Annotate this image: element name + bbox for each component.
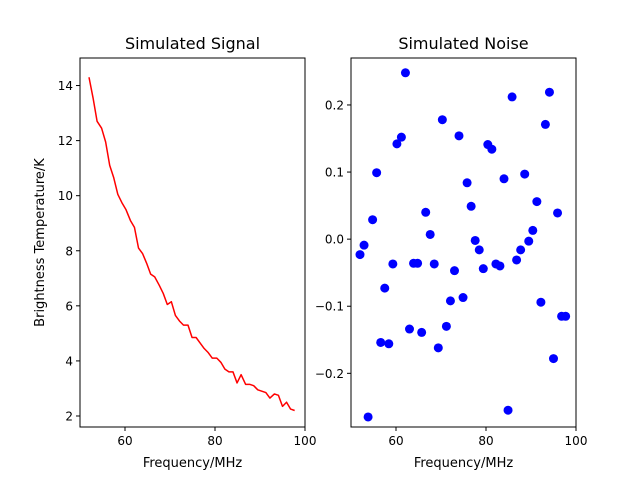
signal-x-tick-label: 100: [294, 434, 317, 448]
noise-y-tick-label: 0.0: [325, 233, 344, 247]
noise-y-tick-label: 0.2: [325, 98, 344, 112]
noise-data-point: [368, 215, 378, 225]
noise-chart: Simulated Noise 60 80 100 −0.2 −0.1 0.0 0.1 0.…: [315, 34, 588, 471]
noise-data-point: [462, 178, 472, 188]
noise-data-point: [429, 259, 439, 269]
noise-data-point: [466, 201, 476, 211]
noise-plot-area: [355, 68, 571, 422]
signal-y-tick-label: 4: [65, 354, 73, 368]
noise-x-axis-label: Frequency/MHz: [414, 456, 514, 471]
noise-data-point: [495, 261, 505, 271]
noise-chart-title: Simulated Noise: [398, 34, 528, 53]
noise-data-point: [441, 321, 451, 331]
noise-data-point: [405, 324, 414, 334]
signal-y-ticks: 2 4 6 8 10 12 14: [58, 79, 80, 423]
noise-data-point: [376, 337, 386, 347]
noise-data-point: [413, 258, 423, 268]
signal-y-axis-label: Brightness Temperature/K: [33, 158, 48, 327]
noise-data-point: [363, 412, 373, 422]
noise-data-point: [454, 131, 464, 141]
noise-data-point: [384, 339, 394, 349]
noise-data-point: [450, 266, 459, 276]
signal-series-line: [88, 77, 295, 412]
signal-x-axis-label: Frequency/MHz: [143, 456, 243, 471]
noise-x-tick-label: 100: [565, 434, 588, 448]
noise-data-point: [392, 139, 402, 149]
noise-data-point: [544, 87, 554, 97]
signal-plot-area: [88, 77, 295, 412]
noise-data-point: [417, 327, 427, 337]
noise-y-ticks: −0.2 −0.1 0.0 0.1 0.2: [315, 98, 351, 381]
noise-data-point: [445, 296, 455, 306]
noise-y-tick-label: 0.1: [325, 166, 344, 180]
noise-data-point: [536, 297, 546, 307]
noise-data-point: [528, 225, 538, 235]
signal-y-tick-label: 2: [65, 409, 73, 423]
signal-chart-title: Simulated Signal: [125, 34, 260, 53]
noise-y-tick-label: −0.2: [315, 367, 344, 381]
noise-y-tick-label: −0.1: [315, 300, 344, 314]
noise-data-point: [396, 132, 406, 142]
noise-x-ticks: 60 80 100: [388, 427, 587, 448]
noise-x-tick-label: 80: [478, 434, 493, 448]
signal-y-tick-label: 12: [58, 134, 73, 148]
noise-data-point: [425, 229, 435, 239]
noise-data-point: [380, 283, 390, 293]
signal-x-ticks: 60 80 100: [117, 427, 316, 448]
noise-data-point: [478, 264, 488, 274]
noise-data-point: [499, 174, 509, 184]
noise-data-point: [372, 168, 382, 178]
noise-data-point: [355, 250, 365, 260]
noise-data-point: [458, 293, 468, 303]
noise-data-point: [470, 235, 480, 245]
noise-data-point: [503, 405, 513, 415]
noise-data-point: [532, 197, 542, 207]
noise-data-point: [487, 144, 497, 154]
noise-x-tick-label: 60: [388, 434, 403, 448]
signal-chart: Simulated Signal 60 80 100 2 4 6 8 10 12 14 Freq…: [33, 34, 316, 471]
noise-data-point: [433, 343, 443, 353]
signal-y-tick-label: 14: [58, 79, 73, 93]
noise-data-point: [400, 68, 410, 78]
noise-data-point: [437, 115, 447, 125]
noise-data-point: [516, 245, 526, 255]
noise-data-point: [421, 207, 431, 217]
noise-data-point: [512, 255, 522, 265]
signal-y-tick-label: 10: [58, 189, 73, 203]
noise-data-point: [520, 169, 530, 179]
noise-data-point: [388, 259, 398, 269]
signal-axes-frame: [79, 57, 306, 428]
signal-y-tick-label: 6: [65, 299, 73, 313]
signal-x-tick-label: 60: [117, 434, 132, 448]
signal-x-tick-label: 80: [207, 434, 222, 448]
noise-axes-frame: [350, 57, 577, 428]
noise-data-point: [474, 245, 484, 255]
noise-data-point: [359, 240, 369, 250]
noise-data-point: [553, 208, 563, 218]
noise-data-point: [561, 311, 571, 321]
noise-data-point: [524, 236, 534, 246]
noise-data-point: [540, 119, 550, 129]
noise-data-point: [507, 92, 517, 102]
noise-data-point: [549, 354, 558, 364]
signal-y-tick-label: 8: [65, 244, 73, 258]
